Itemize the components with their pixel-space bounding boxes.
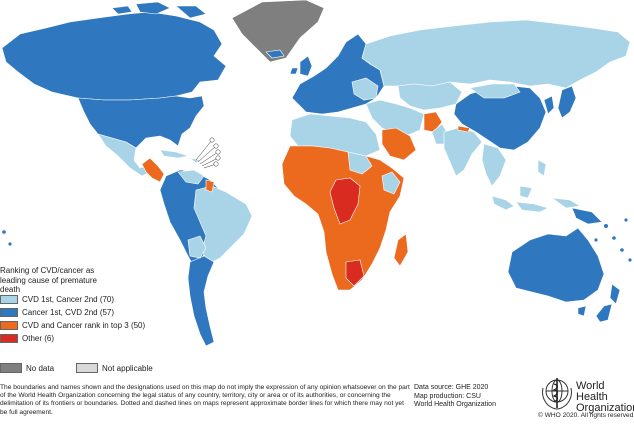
source-block: Data source: GHE 2020 Map production: CS… (414, 384, 496, 410)
middle-east (365, 99, 425, 137)
organization-name: World Health Organization (414, 401, 496, 409)
legend-not-applicable: Not applicable (76, 363, 153, 373)
iceland (265, 49, 285, 59)
venezuela-region (177, 169, 205, 185)
no-data-swatch (0, 363, 22, 373)
nepal-region (457, 125, 471, 133)
mongolia-region (469, 83, 521, 99)
bolivia-region (187, 235, 207, 259)
legend-item-top-three: CVD and Cancer rank in top 3 (50) (0, 320, 145, 330)
southern-africa-red (345, 259, 365, 287)
not-applicable-swatch (76, 363, 98, 373)
south-america-south (187, 255, 215, 347)
eastern-europe (351, 77, 379, 101)
legend-swatch (0, 294, 18, 304)
new-zealand (595, 283, 621, 323)
madagascar-region (393, 233, 409, 267)
not-applicable-label: Not applicable (102, 363, 153, 373)
caribbean-callouts (195, 137, 221, 169)
who-name-line2: Organization (576, 402, 634, 414)
legend-label: Other (6) (22, 333, 55, 343)
who-emblem-icon (542, 378, 572, 410)
greenland-region (231, 0, 325, 63)
legend-title: Ranking of CVD/cancer as leading cause o… (0, 266, 97, 294)
brazil-region (193, 185, 253, 265)
australia-region (507, 227, 605, 303)
who-name-line1: World Health (576, 380, 608, 403)
uk-ireland (289, 55, 313, 77)
tasmania (577, 305, 587, 317)
usa-region (77, 95, 205, 149)
legend-no-data: No data (0, 363, 54, 373)
data-source: Data source: GHE 2020 (414, 384, 489, 391)
guyana-orange (205, 179, 215, 193)
map-production: Map production: CSU (414, 392, 481, 400)
legend-swatch (0, 307, 18, 317)
arctic-islands (111, 1, 207, 19)
central-asia (397, 81, 463, 111)
legend-item-cvd-first: CVD 1st, Cancer 2nd (70) (0, 294, 114, 304)
disclaimer-text: The boundaries and names shown and the d… (0, 384, 410, 416)
cuba-caribbean (159, 149, 201, 164)
legend-label: CVD 1st, Cancer 2nd (70) (22, 294, 115, 304)
north-america-north (1, 11, 227, 101)
southeast-asia (481, 143, 507, 187)
legend-label: CVD and Cancer rank in top 3 (50) (22, 320, 146, 330)
saudi-region (381, 127, 417, 161)
sahel-light (347, 151, 373, 175)
who-name: World Health Organization (576, 381, 634, 414)
legend-label: Cancer 1st, CVD 2nd (57) (22, 307, 115, 317)
no-data-label: No data (26, 363, 55, 373)
central-america-region (141, 157, 165, 183)
legend-item-cancer-first: Cancer 1st, CVD 2nd (57) (0, 307, 114, 317)
east-africa-light (381, 171, 401, 195)
pacific-islands (2, 218, 632, 262)
papua-region (571, 207, 603, 225)
legend-item-other: Other (6) (0, 333, 54, 343)
central-africa-red (329, 177, 361, 225)
indonesia-region (491, 185, 581, 213)
legend-swatch (0, 333, 18, 343)
map-legend: Ranking of CVD/cancer as leading cause o… (0, 266, 170, 343)
korea-japan (543, 85, 577, 119)
russia-region (361, 19, 631, 89)
philippines-region (537, 159, 547, 177)
copyright-text: © WHO 2020. All rights reserved (538, 412, 634, 419)
legend-swatch (0, 320, 18, 330)
india-region (443, 127, 483, 177)
